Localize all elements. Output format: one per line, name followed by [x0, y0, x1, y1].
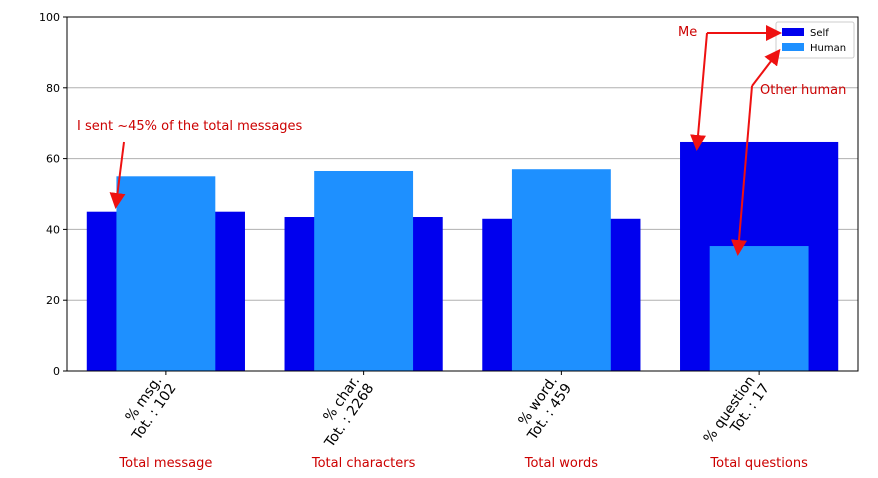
- bar-human: [116, 176, 216, 371]
- legend-label: Self: [810, 28, 829, 39]
- annotation-arrow: [751, 48, 781, 87]
- x-tick-label: % word.Tot. : 459: [511, 372, 575, 444]
- y-tick-label: 60: [46, 153, 60, 166]
- annotation-arrow: [690, 32, 708, 151]
- legend-swatch: [782, 43, 804, 51]
- category-caption: Total characters: [311, 456, 416, 471]
- annotation-arrow: [109, 141, 126, 209]
- annotation-other-human: Other human: [760, 83, 846, 98]
- bar-human: [511, 169, 611, 371]
- annotation-me: Me: [678, 25, 697, 40]
- legend: Self Human: [775, 21, 855, 59]
- legend-label: Human: [810, 43, 846, 54]
- bars-layer: [86, 141, 839, 371]
- category-caption: Total message: [118, 456, 212, 471]
- annotation-self-note: I sent ~45% of the total messages: [77, 119, 303, 134]
- category-caption: Total words: [524, 456, 598, 471]
- x-tick-label: % questionTot. : 17: [701, 372, 773, 456]
- bar-human: [314, 170, 414, 371]
- x-tick-label: % char.Tot. : 2268: [308, 372, 377, 452]
- legend-swatch: [782, 28, 804, 36]
- y-tick-label: 0: [53, 365, 60, 378]
- y-tick-label: 40: [46, 223, 60, 236]
- bar-human: [709, 246, 809, 371]
- y-tick-label: 20: [46, 294, 60, 307]
- annotations: Total message Total characters Total words…: [77, 25, 846, 471]
- category-caption: Total questions: [709, 456, 808, 471]
- y-tick-label: 80: [46, 82, 60, 95]
- y-tick-label: 100: [39, 11, 60, 24]
- plot-frame: [66, 16, 859, 372]
- x-tick-label: % msg.Tot. : 102: [116, 372, 180, 444]
- annotation-arrow: [731, 85, 753, 256]
